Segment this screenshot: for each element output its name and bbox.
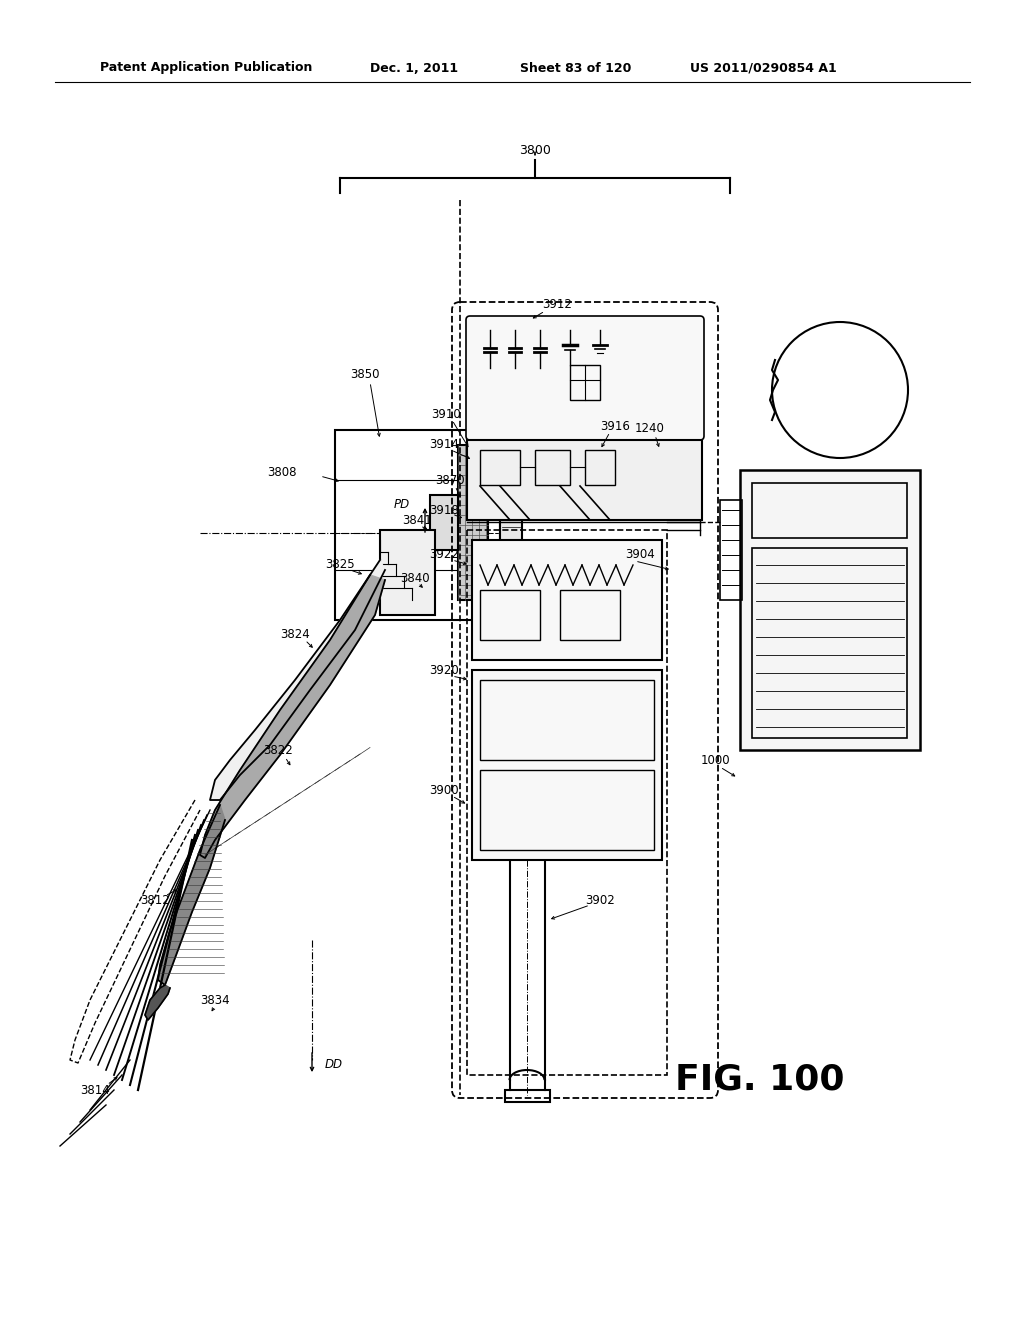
Text: 3920: 3920 xyxy=(429,664,459,676)
Bar xyxy=(467,440,702,520)
Text: FIG. 100: FIG. 100 xyxy=(675,1063,845,1097)
Bar xyxy=(480,680,654,760)
Bar xyxy=(560,590,620,640)
Bar xyxy=(752,548,907,738)
Text: 3808: 3808 xyxy=(267,466,297,479)
Text: 3910: 3910 xyxy=(431,408,461,421)
Bar xyxy=(505,1090,550,1102)
Text: Sheet 83 of 120: Sheet 83 of 120 xyxy=(520,62,632,74)
Bar xyxy=(335,430,500,620)
Text: 3904: 3904 xyxy=(625,549,655,561)
Text: 3822: 3822 xyxy=(263,743,293,756)
Text: 3812: 3812 xyxy=(140,894,170,907)
Text: 1240: 1240 xyxy=(635,421,665,434)
Bar xyxy=(467,318,702,438)
Text: 3916: 3916 xyxy=(600,421,630,433)
Bar xyxy=(752,483,907,539)
Bar xyxy=(500,440,522,610)
FancyBboxPatch shape xyxy=(466,315,705,440)
Bar xyxy=(480,770,654,850)
Bar xyxy=(458,445,488,601)
Bar xyxy=(480,450,520,484)
Text: 3834: 3834 xyxy=(200,994,229,1006)
Text: 3922: 3922 xyxy=(429,549,459,561)
Text: 3824: 3824 xyxy=(281,628,310,642)
Text: Patent Application Publication: Patent Application Publication xyxy=(100,62,312,74)
Text: DD: DD xyxy=(325,1059,343,1072)
Bar xyxy=(380,531,435,615)
Polygon shape xyxy=(145,985,170,1020)
Bar xyxy=(740,470,920,750)
Bar xyxy=(467,531,667,1074)
Text: 3814: 3814 xyxy=(80,1084,110,1097)
Text: 3912: 3912 xyxy=(542,298,572,312)
Text: Dec. 1, 2011: Dec. 1, 2011 xyxy=(370,62,458,74)
Text: 3800: 3800 xyxy=(519,144,551,157)
Bar xyxy=(720,500,742,601)
Text: 1000: 1000 xyxy=(700,754,730,767)
Text: PD: PD xyxy=(394,499,410,511)
Polygon shape xyxy=(210,560,385,800)
Bar xyxy=(535,450,570,484)
Text: 3850: 3850 xyxy=(350,368,380,381)
Text: 3902: 3902 xyxy=(585,894,614,907)
Bar xyxy=(472,671,662,861)
Bar xyxy=(585,450,615,484)
Bar xyxy=(430,495,458,550)
Bar xyxy=(472,540,662,660)
Text: 3918: 3918 xyxy=(429,503,459,516)
Text: 3900: 3900 xyxy=(429,784,459,796)
Bar xyxy=(480,590,540,640)
Text: 3914: 3914 xyxy=(429,438,459,451)
Text: 3825: 3825 xyxy=(326,558,354,572)
Text: US 2011/0290854 A1: US 2011/0290854 A1 xyxy=(690,62,837,74)
Text: 3840: 3840 xyxy=(400,572,430,585)
Bar xyxy=(570,366,600,400)
Polygon shape xyxy=(200,576,385,858)
Text: 3870: 3870 xyxy=(435,474,465,487)
Polygon shape xyxy=(158,805,225,985)
Text: 3841: 3841 xyxy=(402,513,432,527)
